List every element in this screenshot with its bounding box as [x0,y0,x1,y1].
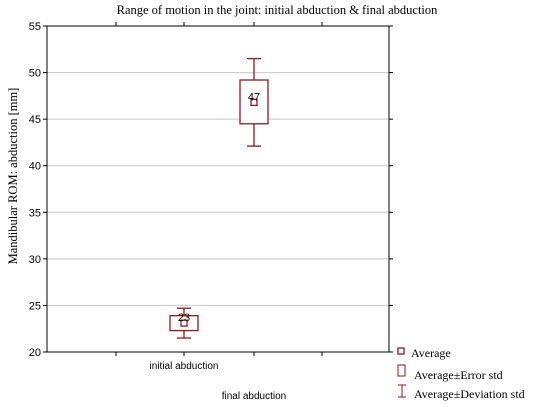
legend: Average Average±Error std Average±Deviat… [397,346,525,401]
mean-marker-final-abduction [250,98,258,107]
legend-average-label: Average [411,346,451,360]
y-tick-label-40: 40 [29,161,41,173]
legend-error-label: Average±Error std [414,368,503,382]
y-axis-label: Mandibular ROM: abduction [mm] [6,88,20,265]
y-tick-label-30: 30 [29,254,41,266]
x-tick-label-final-abduction: final abduction [222,391,287,402]
legend-average-marker [397,347,405,355]
legend-deviation-marker [398,384,406,398]
legend-error-marker [397,364,406,377]
x-axis-ticks [115,22,323,356]
plot-frame [46,25,390,353]
mean-label-initial-abduction: 23 [178,312,190,324]
series-marks: 23 47 [169,57,269,339]
mean-marker-initial-abduction [180,319,188,327]
y-tick-label-45: 45 [29,114,41,126]
box-initial-abduction: 23 [169,307,199,339]
x-tick-label-initial-abduction: initial abduction [150,361,219,372]
y-tick-label-20: 20 [29,347,41,359]
legend-deviation-label: Average±Deviation std [414,387,525,401]
error-box-initial-abduction [169,315,199,332]
y-tick-label-55: 55 [29,21,41,33]
chart-title: Range of motion in the joint: initial ab… [117,3,439,17]
mean-label-final-abduction: 47 [248,91,260,103]
y-tick-label-50: 50 [29,68,41,80]
grid-lines [47,72,389,306]
error-box-final-abduction [239,79,269,125]
y-tick-label-35: 35 [29,207,41,219]
y-tick-label-25: 25 [29,300,41,312]
box-final-abduction: 47 [239,57,269,147]
y-axis-ticks: 20 25 30 35 40 45 50 55 [29,21,393,359]
